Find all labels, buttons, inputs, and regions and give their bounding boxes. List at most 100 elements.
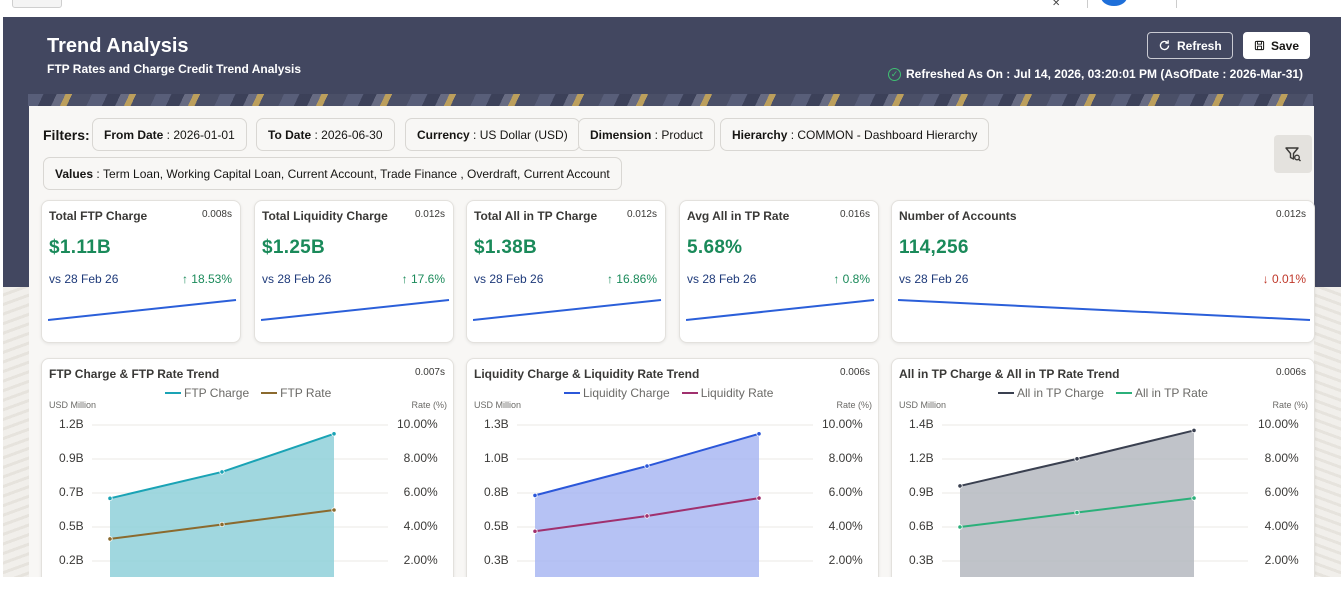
left-axis-label: USD Million — [474, 400, 522, 410]
legend-item[interactable]: All in TP Rate — [1115, 386, 1208, 400]
data-point[interactable] — [331, 431, 337, 437]
pin-icon[interactable]: ✕ — [1052, 0, 1061, 9]
chip-value: 2026-01-01 — [173, 127, 235, 142]
kpi-card-number-of-accounts[interactable]: Number of Accounts 0.012s 114,256 vs 28 … — [891, 200, 1315, 343]
filter-chip-values[interactable]: Values : Term Loan, Working Capital Loan… — [43, 157, 622, 190]
bottom-bar — [0, 577, 1341, 591]
filter-chip-to-date[interactable]: To Date : 2026-06-30 — [256, 118, 395, 151]
tick-label: 2.00% — [1264, 553, 1299, 567]
legend-item[interactable]: FTP Charge — [165, 386, 249, 400]
chip-value: Term Loan, Working Capital Loan, Current… — [103, 166, 610, 181]
chart-legend: Liquidity Charge Liquidity Rate — [564, 386, 773, 400]
data-point[interactable] — [219, 469, 225, 475]
kpi-delta: ↑ 16.86% — [606, 272, 657, 286]
tick-label: 0.3B — [484, 553, 509, 567]
kpi-title: Avg All in TP Rate — [687, 209, 790, 223]
chip-value: US Dollar (USD) — [479, 127, 568, 142]
data-point[interactable] — [644, 463, 650, 469]
kpi-card-total-all-in-tp-charge[interactable]: Total All in TP Charge 0.012s $1.38B vs … — [466, 200, 666, 343]
data-point[interactable] — [107, 495, 113, 501]
tick-label: 0.2B — [59, 553, 84, 567]
avatar[interactable] — [1101, 0, 1127, 6]
tick-label: 10.00% — [822, 417, 863, 431]
chart-plot — [942, 424, 1248, 591]
chip-key: From Date — [104, 127, 164, 142]
data-point[interactable] — [1191, 427, 1197, 434]
divider — [1087, 0, 1088, 8]
chip-key: Currency — [417, 127, 470, 142]
refresh-button[interactable]: Refresh — [1147, 32, 1233, 59]
tick-label: 0.6B — [909, 519, 934, 533]
left-axis-label: USD Million — [899, 400, 947, 410]
kpi-card-avg-all-in-tp-rate[interactable]: Avg All in TP Rate 0.016s 5.68% vs 28 Fe… — [679, 200, 879, 343]
kpi-delta: ↑ 17.6% — [401, 272, 445, 286]
chart-card-liquidity-trend[interactable]: Liquidity Charge & Liquidity Rate Trend … — [466, 358, 879, 591]
chip-key: Hierarchy — [732, 127, 788, 142]
save-button[interactable]: Save — [1243, 32, 1310, 59]
data-point[interactable] — [756, 495, 762, 501]
kpi-value: 114,256 — [899, 237, 969, 258]
kpi-value: 5.68% — [687, 237, 743, 258]
sparkline-line — [48, 299, 237, 321]
filter-settings-button[interactable] — [1274, 135, 1312, 173]
filter-chip-currency[interactable]: Currency : US Dollar (USD) — [405, 118, 580, 151]
data-point[interactable] — [107, 536, 113, 542]
tick-label: 2.00% — [403, 553, 438, 567]
tab-stub[interactable] — [12, 0, 62, 8]
chart-plot — [92, 424, 388, 591]
legend-item[interactable]: All in TP Charge — [998, 386, 1104, 400]
right-axis-ticks: 10.00% 8.00% 6.00% 4.00% 2.00% — [1258, 414, 1299, 584]
chart-time: 0.007s — [414, 367, 445, 378]
data-point[interactable] — [756, 431, 762, 437]
chip-key: Dimension — [590, 127, 652, 142]
chart-title: Liquidity Charge & Liquidity Rate Trend — [474, 367, 700, 381]
tick-label: 0.8B — [484, 485, 509, 499]
divider — [1176, 0, 1177, 8]
chart-time: 0.006s — [1275, 367, 1306, 378]
filter-chip-hierarchy[interactable]: Hierarchy : COMMON - Dashboard Hierarchy — [720, 118, 990, 151]
legend-label: Liquidity Charge — [583, 386, 670, 400]
legend-item[interactable]: Liquidity Rate — [681, 386, 773, 400]
kpi-title: Number of Accounts — [899, 209, 1017, 223]
page-title: Trend Analysis — [47, 35, 189, 57]
data-point[interactable] — [532, 528, 538, 534]
data-point[interactable] — [1074, 509, 1080, 516]
filter-chip-from-date[interactable]: From Date : 2026-01-01 — [92, 118, 247, 151]
tick-label: 10.00% — [1258, 417, 1299, 431]
data-point[interactable] — [1191, 495, 1197, 501]
legend-swatch — [998, 392, 1014, 394]
chart-title: All in TP Charge & All in TP Rate Trend — [899, 367, 1120, 381]
kpi-card-total-ftp-charge[interactable]: Total FTP Charge 0.008s $1.11B vs 28 Feb… — [41, 200, 241, 343]
chart-legend: FTP Charge FTP Rate — [165, 386, 331, 400]
kpi-card-total-liquidity-charge[interactable]: Total Liquidity Charge 0.012s $1.25B vs … — [254, 200, 454, 343]
data-point[interactable] — [331, 507, 337, 513]
chart-card-ftp-trend[interactable]: FTP Charge & FTP Rate Trend 0.007s FTP C… — [41, 358, 454, 591]
sparkline-line — [898, 299, 1311, 321]
filters-label: Filters: — [43, 127, 90, 143]
filter-search-icon — [1285, 147, 1301, 162]
chip-key: Values — [55, 166, 94, 181]
kpi-sparkline — [48, 299, 237, 321]
data-point[interactable] — [957, 524, 963, 530]
filter-chip-dimension[interactable]: Dimension : Product — [578, 118, 715, 151]
legend-item[interactable]: FTP Rate — [261, 386, 331, 400]
kpi-value: $1.11B — [49, 237, 112, 258]
kpi-delta: ↑ 0.8% — [833, 272, 870, 286]
series-area — [535, 433, 759, 591]
sparkline-line — [686, 299, 875, 321]
data-point[interactable] — [219, 521, 225, 528]
data-point[interactable] — [644, 513, 650, 519]
tick-label: 0.9B — [909, 485, 934, 499]
decorative-side-left — [3, 287, 29, 577]
data-point[interactable] — [957, 483, 963, 489]
page-subtitle: FTP Rates and Charge Credit Trend Analys… — [47, 62, 302, 76]
data-point[interactable] — [1074, 456, 1080, 462]
kpi-sparkline — [473, 299, 662, 321]
legend-item[interactable]: Liquidity Charge — [564, 386, 670, 400]
chart-card-all-in-tp-trend[interactable]: All in TP Charge & All in TP Rate Trend … — [891, 358, 1315, 591]
chip-value: 2026-06-30 — [321, 127, 383, 142]
tick-label: 0.9B — [59, 451, 84, 465]
kpi-comparison: vs 28 Feb 26 — [687, 272, 757, 286]
tick-label: 8.00% — [403, 451, 438, 465]
data-point[interactable] — [532, 492, 538, 499]
